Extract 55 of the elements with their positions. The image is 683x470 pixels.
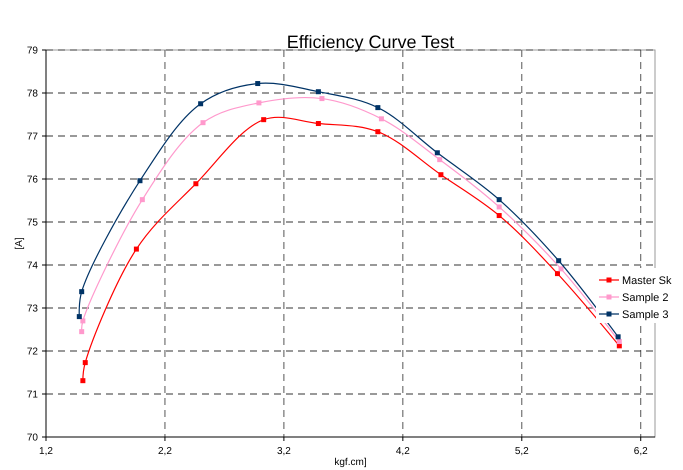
point — [200, 120, 206, 126]
point — [616, 343, 622, 348]
y-tick-label: 72 — [26, 346, 38, 358]
y-tick-label: 71 — [26, 390, 38, 400]
point — [378, 116, 384, 122]
y-tick-label: 79 — [26, 46, 38, 56]
point — [134, 246, 139, 252]
point — [79, 329, 84, 334]
point — [79, 289, 84, 294]
point — [137, 178, 142, 184]
x-tick-label: 6,2 — [634, 446, 648, 457]
y-tick-label: 74 — [26, 260, 38, 272]
point — [496, 204, 502, 210]
legend-label: Master Sk — [622, 275, 672, 287]
legend-label: Sample 2 — [622, 292, 668, 304]
point — [496, 197, 502, 202]
point — [198, 101, 204, 106]
point — [616, 339, 622, 344]
y-tick-label: 73 — [26, 304, 38, 314]
x-tick-label: 2,2 — [158, 446, 172, 457]
point — [80, 378, 86, 384]
point — [319, 96, 324, 102]
x-tick-label: 3,2 — [276, 446, 292, 457]
point — [375, 129, 380, 134]
point — [76, 314, 82, 320]
point — [438, 172, 444, 178]
point — [496, 213, 502, 218]
y-tick-label: 77 — [26, 132, 38, 142]
x-tick-label: 4,2 — [396, 446, 410, 457]
point — [554, 271, 560, 276]
point — [82, 360, 88, 366]
point — [558, 266, 564, 272]
x-axis-title: kgf.cm] — [334, 457, 367, 468]
chart-title: Efficiency Curve Test — [286, 32, 454, 52]
point — [556, 258, 562, 264]
point — [256, 100, 262, 106]
point — [255, 81, 260, 86]
y-tick-label: 78 — [26, 88, 38, 100]
point — [316, 89, 321, 94]
point — [80, 318, 86, 324]
x-tick-label: 1,2 — [39, 446, 54, 457]
point — [193, 181, 198, 186]
point — [616, 334, 621, 340]
point — [437, 157, 442, 162]
point — [140, 197, 145, 202]
legend-label: Sample 3 — [622, 309, 668, 321]
point — [261, 117, 266, 122]
point — [434, 150, 440, 156]
y-tick-label: 75 — [26, 218, 38, 228]
point — [316, 121, 321, 126]
point — [375, 105, 380, 110]
y-axis-title: [A] — [14, 237, 25, 250]
y-tick-label: 76 — [26, 174, 38, 186]
x-tick-label: 5,2 — [514, 446, 530, 457]
y-tick-label: 70 — [26, 432, 38, 444]
